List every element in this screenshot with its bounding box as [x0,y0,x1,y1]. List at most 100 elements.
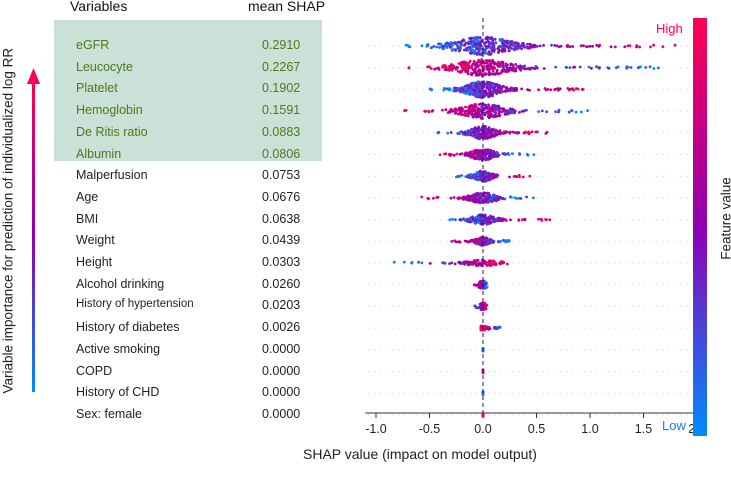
shap-point [447,153,451,156]
shap-point [501,61,504,65]
shap-point [407,45,411,49]
shap-point [507,240,511,243]
shap-point [444,152,448,156]
shap-point [476,258,480,262]
shap-point [488,194,492,197]
shap-point [554,65,558,69]
shap-point [462,91,466,95]
shap-point [491,69,495,73]
shap-point [480,302,484,305]
feature-label: eGFR [76,38,110,52]
feature-label: History of CHD [76,385,160,400]
shap-point [598,43,602,47]
shap-point [403,109,406,113]
shap-point [477,213,481,217]
shap-point [526,131,530,135]
shap-point [488,115,492,119]
shap-point [502,131,505,135]
shap-point [490,200,494,204]
shap-point [468,46,472,49]
shap-point [493,72,497,76]
shap-point [486,158,490,161]
shap-point [486,240,490,244]
shap-point [523,218,527,222]
feature-label: De Ritis ratio [76,124,148,139]
shap-point [464,92,468,95]
shap-point [644,66,648,69]
shap-point [479,324,483,328]
shap-point [477,127,481,130]
shap-point [497,51,500,54]
shap-point [486,52,489,55]
mean-shap-value: 0.1591 [262,103,301,118]
feature-label: Height [76,255,113,269]
shap-point [466,72,470,76]
shap-point [428,262,432,265]
shap-point [487,261,490,264]
shap-point [487,103,490,107]
shap-point [438,46,441,49]
shap-point [497,131,501,135]
shap-point [476,94,480,98]
shap-point [430,109,434,113]
shap-point [458,218,462,222]
shap-point [448,218,452,222]
shap-point [498,64,502,68]
shap-point [460,39,464,43]
shap-point [479,192,483,196]
shap-point [493,85,497,89]
shap-point [489,46,492,50]
shap-point [495,133,499,137]
shap-point [557,88,560,92]
shap-point [508,42,512,46]
shap-point [498,62,502,66]
shap-point [481,370,485,374]
shap-point [523,64,526,68]
shap-point [595,43,599,47]
shap-point [456,174,460,178]
shap-points [392,35,677,418]
shap-point [511,41,515,45]
shap-point [542,67,546,70]
shap-point [482,85,486,89]
shap-point [417,260,420,264]
shap-point [498,45,501,49]
shap-point [488,109,491,113]
colorbar-title: Feature value [718,177,731,260]
shap-point [542,44,545,47]
shap-point [480,64,484,68]
shap-point [574,110,578,114]
shap-point [475,220,479,223]
shap-point [484,170,487,174]
shap-point [495,175,499,179]
shap-point [450,240,454,243]
shap-point [473,261,477,265]
shap-point [469,36,473,40]
shap-point [497,153,501,157]
shap-point [479,197,483,200]
shap-point [483,94,487,98]
shap-point [673,43,677,47]
shap-point [432,196,435,200]
shap-point [533,67,537,70]
shap-point [501,40,505,43]
shap-point [473,221,477,225]
shap-point [498,261,502,265]
shap-point [420,261,424,265]
shap-point [461,261,464,265]
shap-point [492,199,496,202]
shap-point [490,197,493,201]
shap-point [636,66,640,70]
shap-point [571,87,574,91]
shap-point [519,197,523,200]
shap-point [566,43,569,47]
shap-point [447,88,451,92]
shap-point [439,42,443,46]
shap-point [532,196,535,200]
shap-point [432,45,436,48]
shap-point [457,49,461,53]
shap-point [649,45,652,49]
shap-point [484,44,488,48]
shap-point [449,131,453,134]
shap-point [463,43,466,47]
